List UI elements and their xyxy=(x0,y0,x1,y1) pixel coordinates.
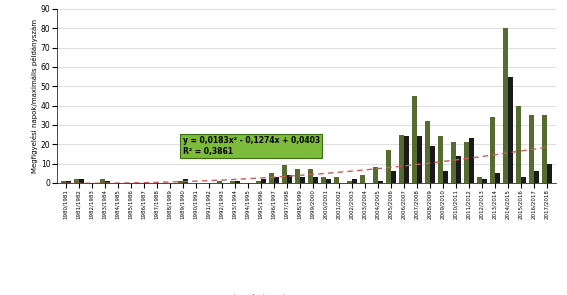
Bar xyxy=(295,169,300,183)
Bar xyxy=(66,181,71,183)
Y-axis label: Megfigyelési napok/maximális példányszám: Megfigyelési napok/maximális példányszám xyxy=(31,19,38,173)
Bar xyxy=(256,181,261,183)
Bar xyxy=(300,177,304,183)
Bar xyxy=(521,177,526,183)
Bar xyxy=(477,177,481,183)
Bar xyxy=(481,179,486,183)
Bar xyxy=(541,115,547,183)
Bar xyxy=(352,179,357,183)
Polinom. (Maximális példányszám) xyxy=(64,181,71,185)
Bar xyxy=(490,117,494,183)
Polinom. (Maximális példányszám) xyxy=(62,181,69,185)
Polinom. (Maximális példányszám) xyxy=(80,181,87,185)
Polinom. (Maximális példányszám) xyxy=(349,169,356,173)
Bar xyxy=(105,181,109,183)
Bar xyxy=(438,137,443,183)
Bar xyxy=(346,181,352,183)
Bar xyxy=(308,169,312,183)
Bar xyxy=(334,177,338,183)
Bar xyxy=(325,179,331,183)
Polinom. (Maximális példányszám) xyxy=(358,168,365,172)
Bar xyxy=(274,177,278,183)
Bar xyxy=(451,142,456,183)
Bar xyxy=(412,96,417,183)
Bar xyxy=(183,179,188,183)
Bar xyxy=(100,179,105,183)
Bar xyxy=(547,163,552,183)
Bar xyxy=(61,181,66,183)
Polinom. (Maximális példányszám) xyxy=(469,156,476,160)
Bar xyxy=(378,181,383,183)
Bar xyxy=(430,146,434,183)
Bar xyxy=(359,175,365,183)
Bar xyxy=(515,106,521,183)
Bar xyxy=(391,171,396,183)
Bar xyxy=(417,137,421,183)
Line: Polinom. (Maximális példányszám): Polinom. (Maximális példányszám) xyxy=(66,147,547,183)
Bar xyxy=(261,179,265,183)
Bar xyxy=(468,138,473,183)
Polinom. (Maximális példányszám) xyxy=(350,169,357,173)
Polinom. (Maximális példányszám) xyxy=(500,152,506,155)
Bar xyxy=(282,165,287,183)
Bar xyxy=(79,179,84,183)
Legend: Megfigyelési alkalmak (nap), Maximális példányszám, Polinom. (Maximális példánys: Megfigyelési alkalmak (nap), Maximális p… xyxy=(81,292,431,295)
Bar xyxy=(386,150,391,183)
Bar xyxy=(534,171,539,183)
Bar xyxy=(464,142,468,183)
Bar xyxy=(269,173,274,183)
Bar xyxy=(494,173,500,183)
Bar xyxy=(217,181,222,183)
Bar xyxy=(443,171,447,183)
Polinom. (Maximális példányszám) xyxy=(543,145,550,149)
Bar xyxy=(287,175,291,183)
Text: y = 0,0183x² - 0,1274x + 0,0403
R² = 0,3861: y = 0,0183x² - 0,1274x + 0,0403 R² = 0,3… xyxy=(183,137,320,156)
Bar xyxy=(178,181,183,183)
Bar xyxy=(321,177,325,183)
Bar xyxy=(404,137,409,183)
Bar xyxy=(235,181,240,183)
Bar xyxy=(456,156,460,183)
Bar xyxy=(399,135,404,183)
Bar xyxy=(230,181,235,183)
Bar xyxy=(502,28,507,183)
Bar xyxy=(507,76,513,183)
Bar xyxy=(425,121,430,183)
Bar xyxy=(373,168,378,183)
Bar xyxy=(74,179,79,183)
Bar xyxy=(312,177,318,183)
Bar xyxy=(528,115,534,183)
